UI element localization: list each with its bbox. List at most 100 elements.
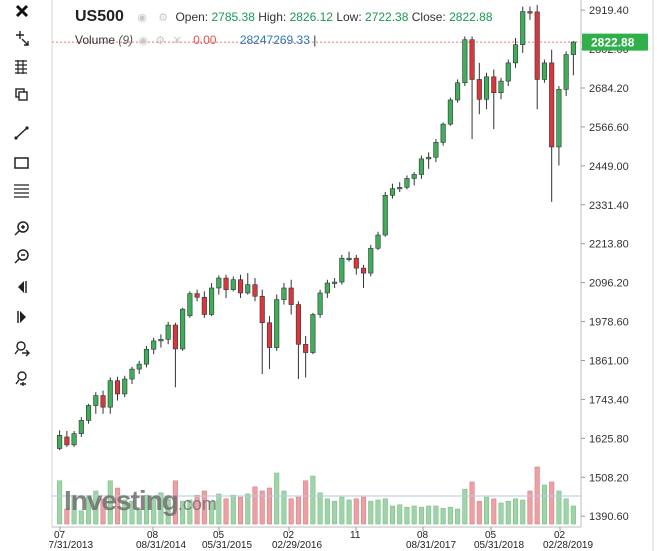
volume-bar bbox=[57, 480, 63, 525]
candle-body bbox=[136, 363, 142, 370]
volume-bar bbox=[216, 493, 222, 525]
volume-bar bbox=[541, 484, 547, 525]
volume-settings-icon[interactable]: ⚙ bbox=[155, 35, 166, 47]
volume-bar bbox=[447, 506, 453, 525]
volume-bar bbox=[353, 498, 359, 525]
candle-body bbox=[332, 281, 338, 284]
scroll-right-icon[interactable] bbox=[8, 306, 36, 328]
fibonacci-icon[interactable] bbox=[8, 56, 36, 78]
volume-bar bbox=[78, 510, 84, 525]
volume-bar bbox=[462, 488, 468, 525]
candle-body bbox=[78, 420, 84, 434]
chart-area[interactable]: 2919.402802.002684.202566.602449.002331.… bbox=[48, 0, 657, 551]
candle-body bbox=[476, 79, 482, 100]
volume-change: 0.00 bbox=[193, 33, 217, 47]
volume-bar bbox=[100, 498, 106, 525]
candle-body bbox=[281, 287, 287, 300]
volume-bar bbox=[86, 496, 92, 525]
candle-body bbox=[534, 11, 540, 80]
volume-bar bbox=[288, 498, 294, 525]
volume-bar bbox=[549, 481, 555, 525]
trendline-icon[interactable] bbox=[8, 122, 36, 144]
volume-bar bbox=[71, 494, 77, 525]
candle-body bbox=[455, 82, 461, 101]
x-date-label: 05/31/2018 bbox=[474, 540, 524, 551]
volume-bar bbox=[158, 492, 164, 525]
candle-body bbox=[389, 188, 396, 196]
volume-bar bbox=[527, 490, 533, 525]
volume-bar bbox=[303, 480, 309, 525]
high-label: High: bbox=[258, 10, 287, 24]
x-tick-label: 11 bbox=[350, 530, 361, 541]
y-tick-label: 1508.20 bbox=[589, 472, 629, 484]
volume-bar bbox=[93, 490, 99, 525]
volume-bar bbox=[440, 508, 446, 525]
scroll-left-icon[interactable] bbox=[8, 276, 36, 298]
reset-zoom-icon[interactable] bbox=[8, 338, 36, 360]
y-tick-label: 2213.80 bbox=[589, 239, 629, 251]
candle-body bbox=[549, 62, 555, 148]
candle-body bbox=[259, 295, 265, 324]
volume-label: Volume bbox=[75, 33, 116, 47]
candle-body bbox=[100, 395, 106, 408]
volume-visibility-icon[interactable]: ◉ bbox=[138, 35, 148, 47]
candle-body bbox=[274, 299, 280, 348]
volume-bar bbox=[136, 508, 142, 525]
open-value: 2785.38 bbox=[211, 10, 255, 24]
candle-body bbox=[418, 158, 424, 175]
candle-body bbox=[556, 89, 562, 148]
candle-body bbox=[114, 380, 121, 395]
symbol-label: US500 bbox=[75, 8, 124, 25]
close-value: 2822.88 bbox=[449, 10, 493, 24]
volume-remove-icon[interactable]: ✕ bbox=[172, 35, 182, 47]
volume-bar bbox=[194, 494, 200, 525]
zoom-out-icon[interactable] bbox=[8, 246, 36, 268]
candle-body bbox=[563, 54, 569, 90]
volume-bar bbox=[368, 500, 374, 525]
volume-bar bbox=[375, 499, 381, 525]
cursor-mark: | bbox=[313, 33, 317, 47]
rectangle-icon[interactable] bbox=[8, 152, 36, 174]
volume-bar bbox=[397, 504, 403, 525]
candle-body bbox=[194, 293, 200, 298]
volume-header: Volume (9) ◉ ⚙ ✕ 0.00 28247269.33 | bbox=[75, 33, 316, 47]
candle-body bbox=[353, 257, 359, 269]
y-tick-label: 1625.80 bbox=[589, 433, 629, 445]
x-tick-label: 02 bbox=[554, 530, 566, 541]
volume-bar bbox=[512, 498, 519, 525]
candle-body bbox=[512, 44, 519, 64]
last-price-badge bbox=[582, 33, 648, 51]
logo-main-text: Investing bbox=[64, 485, 179, 516]
y-tick-label: 2919.40 bbox=[589, 5, 629, 17]
logo-domain-text: .com bbox=[177, 494, 217, 514]
candle-body bbox=[527, 11, 533, 14]
open-label: Open: bbox=[175, 10, 209, 24]
volume-bar bbox=[230, 494, 236, 525]
crosshair-icon[interactable] bbox=[8, 28, 36, 50]
volume-bar bbox=[172, 480, 178, 525]
x-tick-label: 08 bbox=[147, 530, 159, 541]
candle-body bbox=[187, 293, 193, 317]
candle-body bbox=[411, 174, 417, 179]
volume-bar bbox=[151, 496, 157, 525]
volume-bar bbox=[281, 490, 287, 525]
zoom-in-icon[interactable] bbox=[8, 218, 36, 240]
candle-body bbox=[107, 380, 113, 408]
fit-icon[interactable] bbox=[8, 368, 36, 390]
candle-body bbox=[339, 257, 345, 283]
chart-canvas[interactable]: 2919.402802.002684.202566.602449.002331.… bbox=[48, 0, 657, 551]
low-label: Low: bbox=[336, 10, 362, 24]
candle-body bbox=[447, 99, 453, 125]
candle-body bbox=[71, 433, 77, 446]
high-value: 2826.12 bbox=[289, 10, 333, 24]
volume-bar bbox=[389, 505, 396, 525]
volume-bar bbox=[556, 490, 562, 525]
candle-body bbox=[86, 405, 92, 421]
drawing-toolbar bbox=[0, 0, 44, 551]
settings-icon[interactable]: ⚙ bbox=[158, 12, 169, 24]
volume-period: (9) bbox=[118, 33, 134, 47]
close-icon[interactable] bbox=[8, 0, 36, 22]
horizontal-lines-icon[interactable] bbox=[8, 180, 36, 202]
visibility-icon[interactable]: ◉ bbox=[137, 12, 147, 24]
copy-icon[interactable] bbox=[8, 84, 36, 106]
